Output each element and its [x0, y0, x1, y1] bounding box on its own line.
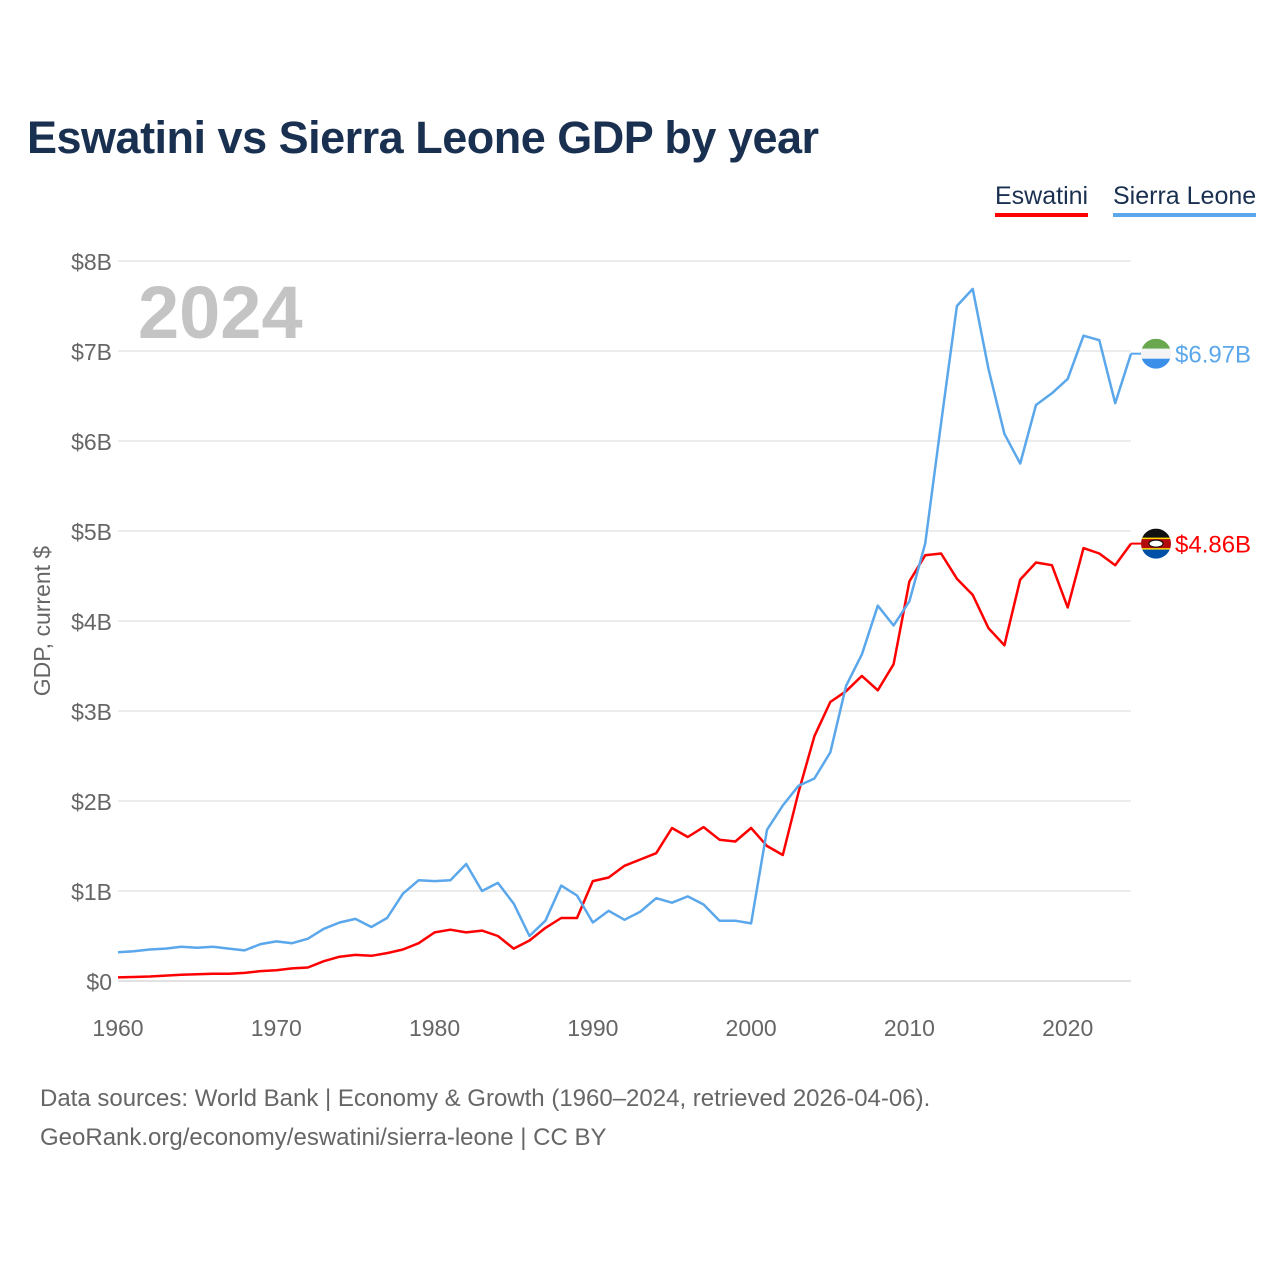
chart-title: Eswatini vs Sierra Leone GDP by year: [27, 112, 819, 163]
flag-stripe: [1141, 338, 1171, 349]
y-tick-label: $8B: [71, 249, 112, 275]
legend-sierra-leone[interactable]: Sierra Leone: [1113, 182, 1257, 217]
y-tick-label: $2B: [71, 789, 112, 815]
year-watermark: 2024: [138, 271, 303, 354]
end-value-label: $6.97B: [1175, 342, 1251, 369]
y-axis-label: GDP, current $: [29, 546, 55, 697]
x-tick-label: 2010: [884, 1015, 935, 1041]
x-tick-label: 1960: [92, 1015, 143, 1041]
y-tick-label: $4B: [71, 609, 112, 635]
eswatini-flag-icon: [1141, 528, 1171, 559]
y-tick-label: $1B: [71, 879, 112, 905]
flag-stripe: [1141, 528, 1171, 539]
flag-stripe: [1141, 549, 1171, 559]
flag-shield: [1148, 539, 1164, 548]
flag-stripe: [1141, 348, 1171, 359]
y-tick-label: $3B: [71, 699, 112, 725]
flag-stripe: [1141, 358, 1171, 369]
end-value-label: $4.86B: [1175, 532, 1251, 559]
source-line-1: Data sources: World Bank | Economy & Gro…: [40, 1085, 931, 1112]
series-line-sierra-leone: [117, 287, 1133, 954]
y-tick-label: $5B: [71, 519, 112, 545]
y-tick-label: $6B: [71, 429, 112, 455]
sierra-leone-flag-icon: [1141, 338, 1171, 369]
x-tick-label: 2020: [1042, 1015, 1093, 1041]
legend-eswatini[interactable]: Eswatini: [995, 182, 1089, 217]
series-line-eswatini: [117, 542, 1133, 979]
source-line-2: GeoRank.org/economy/eswatini/sierra-leon…: [40, 1124, 607, 1151]
x-tick-label: 1970: [251, 1015, 302, 1041]
y-tick-label: $7B: [71, 339, 112, 365]
x-tick-label: 1990: [567, 1015, 618, 1041]
flag-stripe: [1141, 548, 1171, 550]
y-tick-label: $0: [86, 969, 112, 995]
flag-stripe: [1141, 537, 1171, 540]
x-tick-label: 2000: [726, 1015, 777, 1041]
x-tick-label: 1980: [409, 1015, 460, 1041]
